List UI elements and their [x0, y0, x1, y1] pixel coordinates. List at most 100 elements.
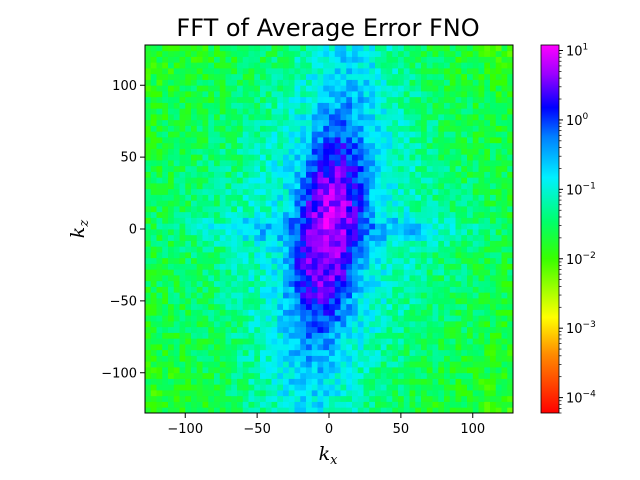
heatmap-cell: [173, 91, 180, 98]
heatmap-cell: [185, 125, 192, 132]
heatmap-cell: [484, 160, 491, 167]
heatmap-cell: [329, 188, 336, 195]
heatmap-cell: [449, 252, 456, 259]
heatmap-cell: [449, 349, 456, 356]
heatmap-cell: [300, 263, 307, 270]
heatmap-cell: [461, 131, 468, 138]
heatmap-cell: [277, 361, 284, 368]
heatmap-cell: [432, 286, 439, 293]
heatmap-cell: [225, 401, 232, 408]
heatmap-cell: [329, 148, 336, 155]
heatmap-cell: [185, 390, 192, 397]
heatmap-cell: [202, 217, 209, 224]
heatmap-cell: [352, 338, 359, 345]
heatmap-cell: [150, 171, 157, 178]
heatmap-cell: [438, 263, 445, 270]
heatmap-cell: [237, 303, 244, 310]
heatmap-cell: [409, 56, 416, 63]
heatmap-cell: [237, 125, 244, 132]
heatmap-cell: [426, 125, 433, 132]
heatmap-cell: [432, 315, 439, 322]
heatmap-cell: [231, 332, 238, 339]
heatmap-cell: [283, 292, 290, 299]
heatmap-cell: [346, 217, 353, 224]
heatmap-cell: [340, 234, 347, 241]
heatmap-cell: [334, 326, 341, 333]
heatmap-cell: [334, 142, 341, 149]
heatmap-cell: [214, 315, 221, 322]
heatmap-cell: [156, 194, 163, 201]
heatmap-cell: [432, 303, 439, 310]
heatmap-cell: [415, 217, 422, 224]
heatmap-cell: [346, 206, 353, 213]
heatmap-cell: [225, 211, 232, 218]
heatmap-cell: [363, 229, 370, 236]
heatmap-cell: [346, 183, 353, 190]
heatmap-cell: [214, 240, 221, 247]
heatmap-cell: [294, 378, 301, 385]
heatmap-cell: [329, 349, 336, 356]
heatmap-cell: [490, 263, 497, 270]
heatmap-cell: [294, 223, 301, 230]
colorbar: [540, 44, 560, 414]
heatmap-cell: [242, 154, 249, 161]
heatmap-cell: [196, 142, 203, 149]
heatmap-cell: [179, 344, 186, 351]
heatmap-cell: [202, 183, 209, 190]
heatmap-cell: [461, 280, 468, 287]
heatmap-cell: [311, 142, 318, 149]
heatmap-cell: [277, 200, 284, 207]
heatmap-cell: [426, 286, 433, 293]
heatmap-cell: [403, 91, 410, 98]
heatmap-cell: [271, 142, 278, 149]
heatmap-cell: [421, 119, 428, 126]
heatmap-cell: [323, 361, 330, 368]
heatmap-cell: [426, 390, 433, 397]
heatmap-cell: [323, 315, 330, 322]
heatmap-cell: [145, 395, 152, 402]
heatmap-cell: [352, 384, 359, 391]
heatmap-cell: [323, 91, 330, 98]
heatmap-cell: [242, 119, 249, 126]
heatmap-cell: [254, 286, 261, 293]
heatmap-cell: [432, 50, 439, 57]
heatmap-cell: [352, 200, 359, 207]
heatmap-cell: [357, 338, 364, 345]
heatmap-cell: [392, 338, 399, 345]
heatmap-cell: [449, 338, 456, 345]
heatmap-cell: [421, 50, 428, 57]
heatmap-cell: [283, 194, 290, 201]
heatmap-cell: [415, 68, 422, 75]
heatmap-cell: [421, 45, 428, 52]
heatmap-cell: [449, 68, 456, 75]
heatmap-cell: [334, 298, 341, 305]
heatmap-cell: [334, 217, 341, 224]
heatmap-cell: [214, 390, 221, 397]
heatmap-cell: [392, 131, 399, 138]
heatmap-cell: [409, 85, 416, 92]
heatmap-cell: [380, 114, 387, 121]
heatmap-cell: [467, 165, 474, 172]
heatmap-cell: [306, 229, 313, 236]
heatmap-cell: [265, 68, 272, 75]
heatmap-cell: [162, 223, 169, 230]
heatmap-cell: [340, 85, 347, 92]
heatmap-cell: [334, 303, 341, 310]
heatmap-cell: [254, 91, 261, 98]
heatmap-cell: [380, 56, 387, 63]
heatmap-cell: [260, 211, 267, 218]
heatmap-cell: [346, 79, 353, 86]
heatmap-cell: [380, 79, 387, 86]
heatmap-cell: [202, 234, 209, 241]
heatmap-cell: [156, 217, 163, 224]
heatmap-cell: [507, 85, 513, 92]
heatmap-cell: [484, 263, 491, 270]
heatmap-cell: [415, 160, 422, 167]
heatmap-cell: [357, 194, 364, 201]
heatmap-cell: [288, 240, 295, 247]
heatmap-cell: [403, 79, 410, 86]
heatmap-cell: [329, 154, 336, 161]
heatmap-cell: [288, 326, 295, 333]
heatmap-cell: [254, 229, 261, 236]
heatmap-cell: [444, 367, 451, 374]
